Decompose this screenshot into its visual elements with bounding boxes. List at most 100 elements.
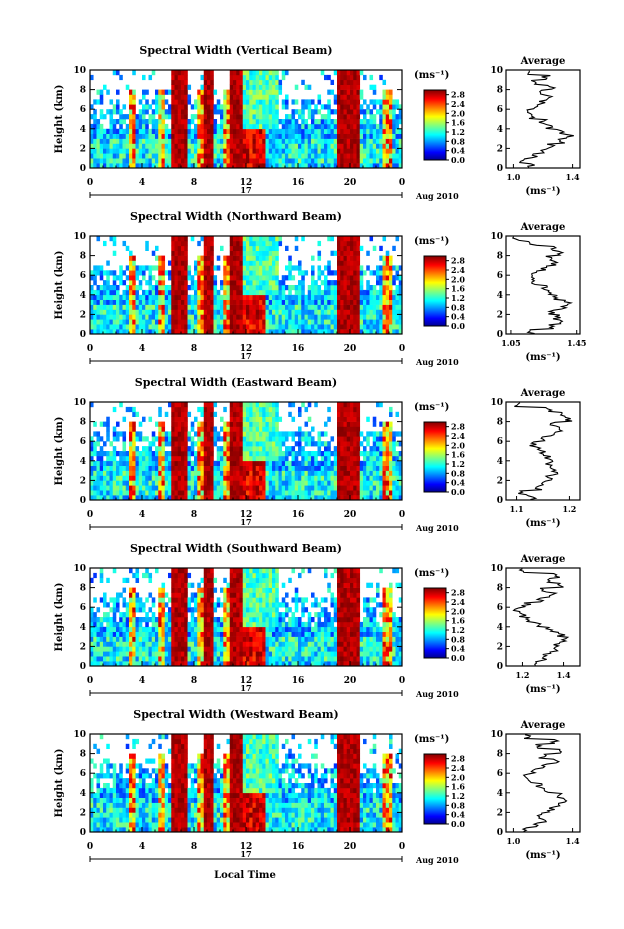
- heatmap-cell: [181, 309, 185, 315]
- heatmap-cell: [236, 446, 240, 452]
- heatmap-cell: [190, 148, 195, 154]
- heatmap-cell: [275, 329, 279, 335]
- heatmap-cell: [161, 329, 166, 335]
- heatmap-cell: [142, 153, 146, 159]
- heatmap-cell: [187, 451, 192, 457]
- heatmap-cell: [272, 260, 276, 266]
- heatmap-cell: [142, 446, 146, 452]
- heatmap-cell: [216, 319, 221, 325]
- heatmap-cell: [226, 128, 231, 134]
- heatmap-cell: [96, 299, 101, 305]
- heatmap-cell: [109, 236, 114, 242]
- heatmap-cell: [132, 299, 136, 305]
- heatmap-cell: [268, 495, 273, 501]
- heatmap-cell: [395, 119, 400, 125]
- heatmap-cell: [359, 460, 364, 466]
- heatmap-cell: [255, 158, 260, 164]
- heatmap-cell: [369, 465, 374, 471]
- heatmap-cell: [317, 436, 322, 442]
- heatmap-cell: [252, 485, 257, 491]
- heatmap-cell: [171, 324, 175, 330]
- heatmap-cell: [288, 329, 292, 335]
- heatmap-cell: [272, 436, 276, 442]
- heatmap-cell: [327, 133, 331, 139]
- heatmap-cell: [99, 143, 104, 149]
- heatmap-cell: [265, 270, 270, 276]
- heatmap-cell: [135, 270, 140, 276]
- heatmap-cell: [99, 490, 104, 496]
- heatmap-cell: [343, 89, 348, 95]
- heatmap-cell: [122, 631, 127, 637]
- heatmap-cell: [246, 240, 250, 247]
- heatmap-cell: [301, 451, 305, 457]
- heatmap-cell: [314, 451, 318, 457]
- heatmap-cell: [112, 299, 117, 305]
- heatmap-cell: [190, 495, 195, 501]
- heatmap-cell: [239, 104, 244, 110]
- heatmap-cell: [164, 465, 169, 471]
- heatmap-cell: [252, 416, 257, 422]
- heatmap-cell: [155, 255, 159, 261]
- heatmap-cell: [288, 480, 292, 486]
- heatmap-cell: [294, 485, 299, 491]
- heatmap-cell: [145, 314, 149, 320]
- heatmap-cell: [285, 495, 289, 501]
- heatmap-cell: [281, 314, 286, 320]
- heatmap-cell: [174, 84, 179, 90]
- heatmap-cell: [246, 158, 250, 164]
- heatmap-cell: [142, 265, 146, 271]
- heatmap-cell: [291, 143, 296, 149]
- heatmap-cell: [242, 285, 247, 291]
- heatmap-cell: [142, 89, 146, 95]
- heatmap-cell: [184, 475, 188, 481]
- heatmap-cell: [132, 70, 136, 76]
- heatmap-cell: [190, 280, 195, 286]
- heatmap-cell: [145, 138, 149, 144]
- heatmap-cell: [122, 309, 127, 315]
- heatmap-cell: [239, 309, 244, 315]
- heatmap-cell: [174, 436, 179, 442]
- heatmap-cell: [291, 299, 296, 305]
- heatmap-cell: [145, 455, 149, 462]
- heatmap-cell: [96, 285, 101, 291]
- heatmap-cell: [90, 612, 94, 618]
- heatmap-cell: [259, 426, 263, 432]
- heatmap-cell: [161, 280, 166, 286]
- heatmap-cell: [112, 607, 117, 613]
- heatmap-cell: [346, 94, 351, 100]
- heatmap-cell: [142, 104, 146, 110]
- heatmap-cell: [239, 270, 244, 276]
- heatmap-cell: [372, 119, 377, 125]
- heatmap-cell: [197, 299, 201, 305]
- heatmap-cell: [252, 289, 257, 296]
- heatmap-cell: [262, 265, 266, 271]
- heatmap-cell: [161, 148, 166, 154]
- heatmap-cell: [363, 455, 367, 462]
- heatmap-cell: [242, 250, 247, 256]
- heatmap-cell: [359, 470, 364, 476]
- heatmap-cell: [311, 99, 315, 105]
- heatmap-cell: [272, 114, 276, 120]
- heatmap-cell: [353, 138, 357, 144]
- heatmap-cell: [333, 465, 338, 471]
- heatmap-cell: [398, 304, 403, 310]
- heatmap-cell: [314, 138, 318, 144]
- heatmap-cell: [294, 431, 299, 437]
- heatmap-cell: [272, 480, 276, 486]
- heatmap-cell: [382, 324, 387, 330]
- heatmap-cell: [252, 299, 257, 305]
- heatmap-cell: [246, 436, 250, 442]
- heatmap-cell: [268, 426, 273, 432]
- heatmap-cell: [376, 329, 380, 335]
- heatmap-cell: [93, 661, 97, 667]
- heatmap-cell: [346, 314, 351, 320]
- heatmap-cell: [340, 236, 344, 242]
- heatmap-cell: [93, 158, 97, 164]
- heatmap-cell: [268, 270, 273, 276]
- heatmap-cell: [265, 451, 270, 457]
- heatmap-cell: [392, 275, 396, 281]
- heatmap-cell: [324, 158, 328, 164]
- heatmap-cell: [142, 451, 146, 457]
- heatmap-cell: [337, 436, 341, 442]
- heatmap-cell: [187, 143, 192, 149]
